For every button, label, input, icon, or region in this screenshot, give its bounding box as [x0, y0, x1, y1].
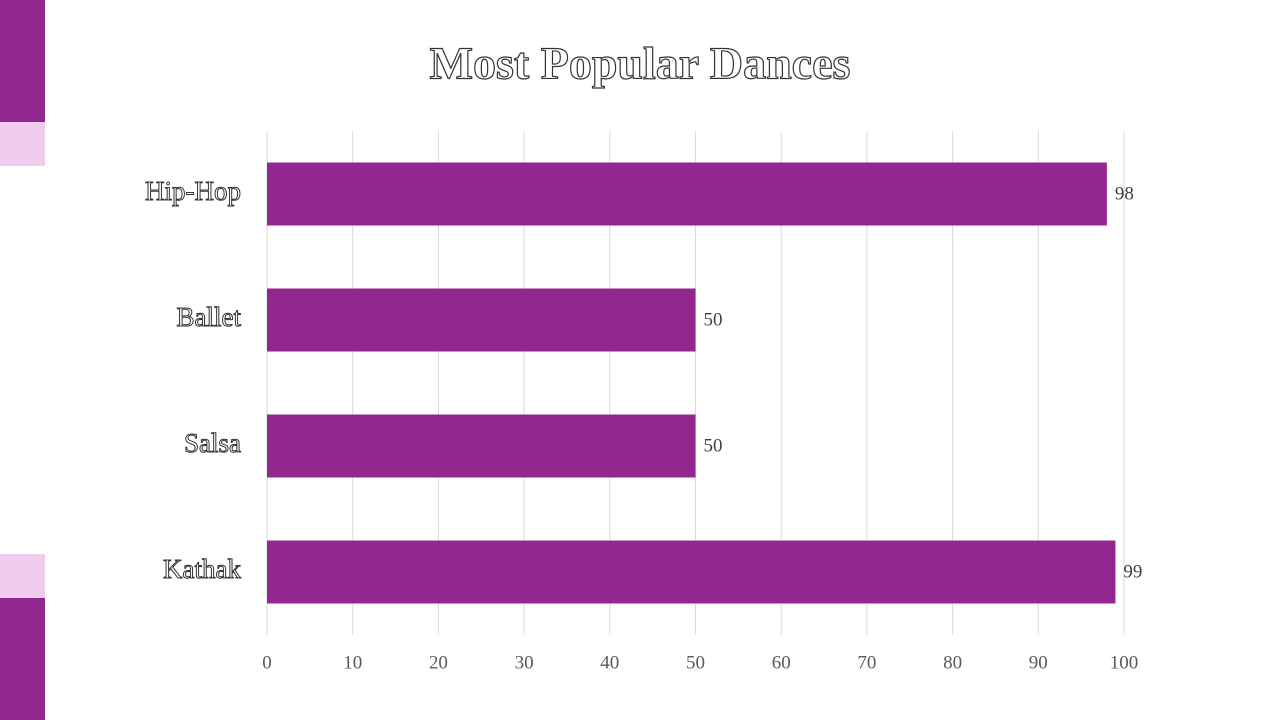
x-tick-label: 90	[1029, 652, 1048, 673]
x-tick-label: 100	[1110, 652, 1139, 673]
y-tick-label: Salsa	[184, 428, 241, 458]
bar	[267, 540, 1116, 604]
y-tick-label: Hip-Hop	[145, 176, 241, 206]
y-tick-label: Ballet	[177, 302, 242, 332]
y-tick-label: Kathak	[163, 554, 241, 584]
x-tick-label: 0	[262, 652, 272, 673]
x-tick-label: 80	[943, 652, 962, 673]
bar	[267, 288, 696, 352]
x-tick-label: 10	[343, 652, 362, 673]
decor-bar	[0, 0, 45, 122]
x-tick-label: 20	[429, 652, 448, 673]
decor-bar	[0, 122, 45, 166]
data-label: 50	[704, 435, 723, 456]
data-label: 99	[1123, 561, 1142, 582]
x-tick-label: 30	[515, 652, 534, 673]
data-label: 98	[1115, 183, 1134, 204]
chart-title: Most Popular Dances	[430, 38, 851, 89]
decor-bar	[0, 598, 45, 720]
x-tick-label: 40	[600, 652, 619, 673]
x-tick-label: 70	[857, 652, 876, 673]
x-tick-label: 50	[686, 652, 705, 673]
decor-bar	[0, 554, 45, 598]
data-label: 50	[704, 309, 723, 330]
bar	[267, 414, 696, 478]
bar	[267, 162, 1107, 226]
x-tick-label: 60	[772, 652, 791, 673]
